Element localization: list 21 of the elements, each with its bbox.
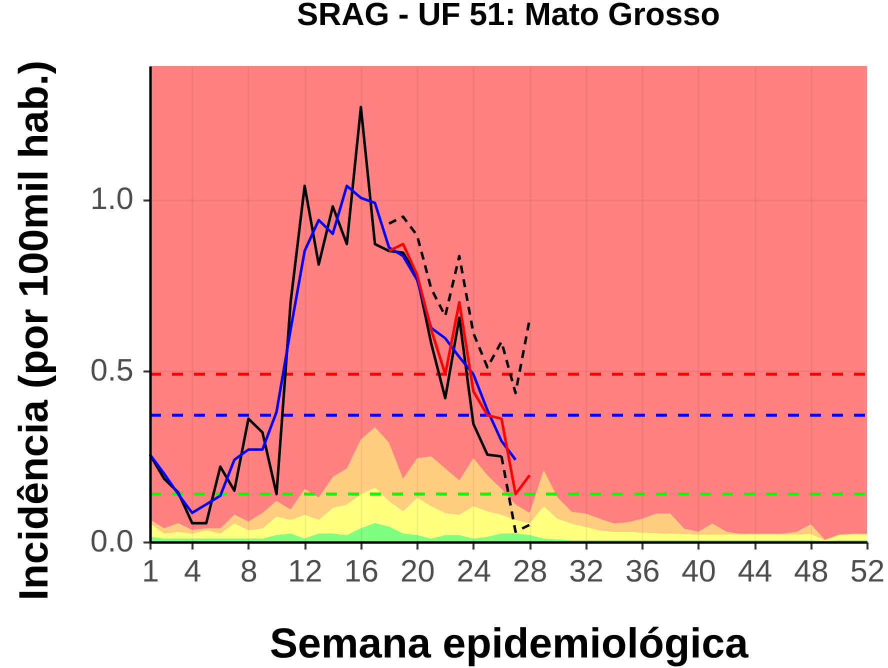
- y-tick-label: 0.0: [90, 524, 134, 558]
- chart-title: SRAG - UF 51: Mato Grosso: [296, 0, 720, 32]
- x-tick-label: 20: [400, 554, 435, 588]
- x-axis-title: Semana epidemiológica: [270, 620, 749, 666]
- line-series: [388, 215, 531, 394]
- y-axis-title: Incidência (por 100mil hab.): [10, 60, 56, 600]
- x-tick-label: 32: [569, 554, 604, 588]
- x-tick-label: 24: [456, 554, 492, 588]
- x-tick-label: 16: [344, 554, 379, 588]
- x-tick-label: 40: [682, 554, 716, 588]
- x-tick-label: 28: [512, 554, 548, 588]
- x-tick-label: 12: [288, 554, 322, 588]
- x-tick-label: 1: [142, 554, 160, 588]
- y-tick-label: 1.0: [90, 181, 134, 216]
- y-tick-label: 0.5: [90, 352, 134, 388]
- x-tick-label: 44: [738, 554, 772, 588]
- x-tick-label: 4: [184, 554, 202, 588]
- x-tick-label: 36: [625, 554, 660, 588]
- x-tick-label: 8: [240, 554, 258, 588]
- x-tick-label: 52: [850, 554, 885, 588]
- x-tick-label: 48: [794, 554, 829, 588]
